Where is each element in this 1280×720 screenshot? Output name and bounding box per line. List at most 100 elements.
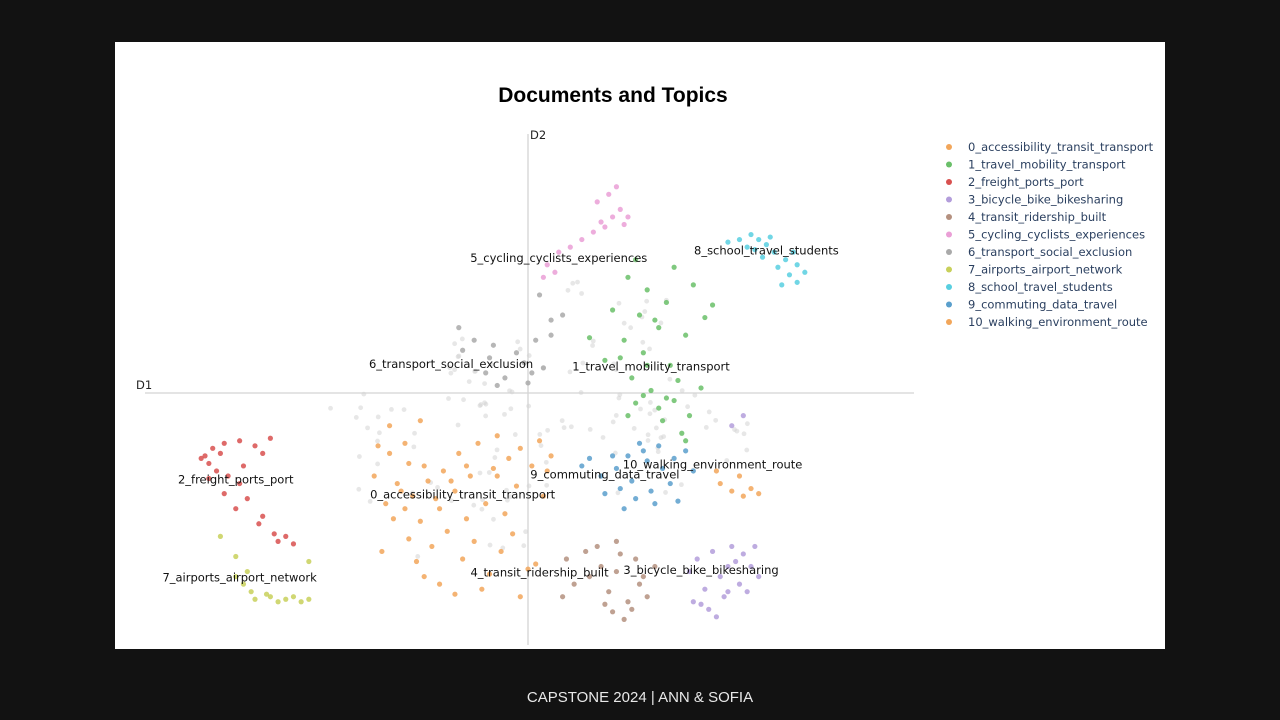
unassigned-doc-point (521, 543, 527, 549)
unassigned-doc-point (647, 400, 653, 405)
topic-3-doc-point (725, 563, 731, 570)
legend-item-3[interactable]: 3_bicycle_bike_bikesharing (946, 193, 1123, 207)
topic-4-doc-point (640, 573, 646, 580)
topic-9-doc-point (644, 458, 650, 464)
topic-2-doc-point (217, 450, 223, 456)
topic-7-doc-point (306, 558, 312, 565)
topic-0-doc-point (460, 556, 466, 562)
legend-item-5[interactable]: 5_cycling_cyclists_experiences (946, 228, 1145, 242)
unassigned-doc-point (537, 432, 543, 437)
unassigned-doc-point (645, 438, 651, 443)
topic-9-doc-point (579, 463, 585, 469)
topic-10-doc-point (756, 491, 762, 497)
topic-9-doc-point (683, 448, 689, 454)
unassigned-doc-point (515, 339, 521, 345)
topic-7-doc-point (263, 591, 270, 597)
topic-0-doc-point (421, 463, 427, 469)
topic-0-doc-point (433, 496, 439, 502)
topic-4-doc-point (625, 599, 631, 605)
topic-6-doc-point (494, 382, 500, 389)
legend-item-8[interactable]: 8_school_travel_students (946, 280, 1113, 294)
legend-label: 4_transit_ridership_built (968, 210, 1107, 224)
legend-item-6[interactable]: 6_transport_social_exclusion (946, 245, 1132, 259)
unassigned-doc-point (638, 406, 643, 412)
topic-0-doc-point (471, 538, 477, 544)
unassigned-doc-point (461, 397, 466, 403)
legend: 0_accessibility_transit_transport 1_trave… (946, 140, 1154, 329)
topic-2-doc-point (237, 438, 243, 444)
topic-8-doc-point (779, 282, 785, 288)
unassigned-doc-point (578, 390, 584, 395)
unassigned-doc-point (504, 487, 509, 493)
topic-1-doc-point (686, 413, 693, 419)
unassigned-doc-point (658, 435, 664, 441)
unassigned-doc-point (621, 320, 627, 326)
topic-1-doc-point (679, 430, 685, 436)
topic-9-doc-point (636, 440, 643, 446)
topic-6-doc-point (536, 292, 543, 298)
topic-8-doc-point (744, 244, 750, 250)
topic-0-doc-point (502, 511, 508, 517)
topic-2-doc-point (198, 455, 204, 461)
topic-10-doc-point (713, 468, 720, 474)
topic-10-doc-point (736, 473, 743, 479)
topic-1-doc-point (621, 337, 627, 343)
topic-0-doc-point (413, 558, 420, 565)
topic-8-doc-point (767, 234, 773, 240)
topic-4-doc-point (633, 556, 639, 562)
topic-0-doc-point (463, 463, 470, 469)
topic-6-doc-point (490, 342, 496, 348)
topic-2-label: 2_freight_ports_port (178, 473, 294, 487)
topic-2-doc-point (244, 496, 250, 502)
topic-9-doc-point (667, 480, 673, 487)
unassigned-doc-point (446, 396, 451, 401)
topic-8-doc-point (775, 264, 781, 270)
topic-3-doc-point (717, 573, 723, 580)
topic-2-doc-point (256, 521, 262, 527)
topic-6-doc-point (486, 355, 493, 361)
unassigned-doc-point (375, 414, 381, 420)
topic-0-doc-point (475, 440, 481, 446)
topic-4-doc-point (606, 589, 612, 595)
topic-labels: 0_accessibility_transit_transport 1_trave… (162, 244, 838, 585)
topic-0-doc-point (386, 450, 393, 456)
topic-1-doc-point (636, 312, 643, 318)
topic-9-doc-point (625, 453, 631, 459)
x-axis-label: D1 (136, 378, 152, 392)
topic-0-doc-point (536, 438, 543, 444)
topic-9-doc-point (617, 485, 623, 492)
topic-0-doc-point (452, 488, 458, 494)
unassigned-doc-point (642, 309, 648, 314)
topic-8-doc-point (794, 279, 800, 285)
topic-2-doc-point (252, 443, 258, 449)
unassigned-doc-point (580, 360, 586, 366)
y-axis-label: D2 (530, 128, 546, 142)
topic-2-doc-point (206, 460, 212, 467)
topic-2-doc-point (275, 538, 281, 544)
topic-1-doc-point (683, 332, 689, 338)
topic-3-doc-point (713, 614, 720, 620)
topic-6-doc-point (540, 365, 546, 371)
topic-9-doc-point (609, 453, 616, 459)
unassigned-doc-point (644, 298, 650, 304)
legend-item-1[interactable]: 1_travel_mobility_transport (946, 158, 1126, 172)
topic-8-doc-point (802, 269, 808, 275)
unassigned-doc-point (645, 432, 651, 438)
topic-3-doc-point (709, 548, 716, 555)
chart-title: Documents and Topics (498, 84, 727, 107)
unassigned-doc-point (575, 279, 580, 285)
legend-item-10[interactable]: 10_walking_environment_route (946, 315, 1148, 329)
topic-8-doc-point (771, 249, 777, 255)
legend-item-0[interactable]: 0_accessibility_transit_transport (946, 140, 1154, 154)
legend-item-9[interactable]: 9_commuting_data_travel (946, 298, 1117, 312)
legend-item-4[interactable]: 4_transit_ridership_built (946, 210, 1107, 224)
topic-5-doc-point (556, 249, 562, 255)
topic-0-doc-point (398, 488, 404, 494)
topic-0-doc-point (386, 423, 393, 429)
topic-9-doc-point (613, 465, 620, 472)
topic-9-doc-point (671, 455, 677, 461)
unassigned-doc-point (692, 392, 698, 398)
legend-item-2[interactable]: 2_freight_ports_port (946, 175, 1084, 189)
legend-item-7[interactable]: 7_airports_airport_network (946, 263, 1123, 277)
topic-0-doc-point (510, 531, 516, 537)
